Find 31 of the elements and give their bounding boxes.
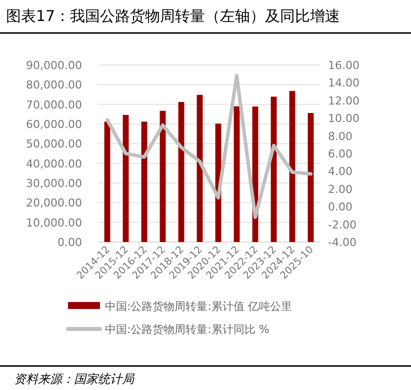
bar (308, 112, 314, 242)
legend-label: 中国:公路货物周转量:累计值 亿吨公里 (105, 300, 292, 313)
y-tick-label: 30,000.00 (26, 177, 82, 190)
line-series (106, 74, 312, 219)
bar (289, 90, 296, 242)
legend-label: 中国:公路货物周转量:累计同比 % (105, 323, 270, 336)
text: 资料来源：国家统计局 (14, 372, 135, 386)
y-tick-label: 80,000.00 (26, 78, 82, 92)
y2-tick-label: 8.00 (328, 130, 352, 143)
y2-tick-label: 6.00 (328, 148, 352, 160)
y-tick-label: 60,000.00 (26, 118, 82, 131)
y2-tick-label: 2.00 (328, 182, 352, 196)
bar (178, 102, 184, 242)
y2-tick-label: -2.00 (328, 218, 356, 232)
y-tick-label: 10,000.00 (26, 216, 82, 230)
bar (104, 122, 110, 242)
y-tick-label: 0.00 (58, 236, 82, 249)
y-tick-label: 40,000.00 (26, 157, 82, 170)
y2-tick-label: 4.00 (328, 165, 352, 178)
bar (234, 106, 240, 242)
y2-tick-label: 12.00 (328, 94, 360, 108)
y-tick-label: 90,000.00 (26, 59, 82, 72)
y2-tick-label: 14.00 (328, 76, 360, 90)
y-tick-label: 50,000.00 (26, 138, 82, 151)
chart-title: 图表17：我国公路货物周转量（左轴）及同比增速 (6, 7, 340, 25)
y2-tick-label: 0.00 (328, 200, 352, 214)
y-tick-label: 70,000.00 (26, 98, 82, 112)
y2-tick-label: -4.00 (328, 236, 356, 249)
y2-tick-label: 16.00 (328, 59, 360, 72)
y2-tick-label: 10.00 (328, 112, 360, 126)
y-tick-label: 20,000.00 (26, 196, 82, 210)
